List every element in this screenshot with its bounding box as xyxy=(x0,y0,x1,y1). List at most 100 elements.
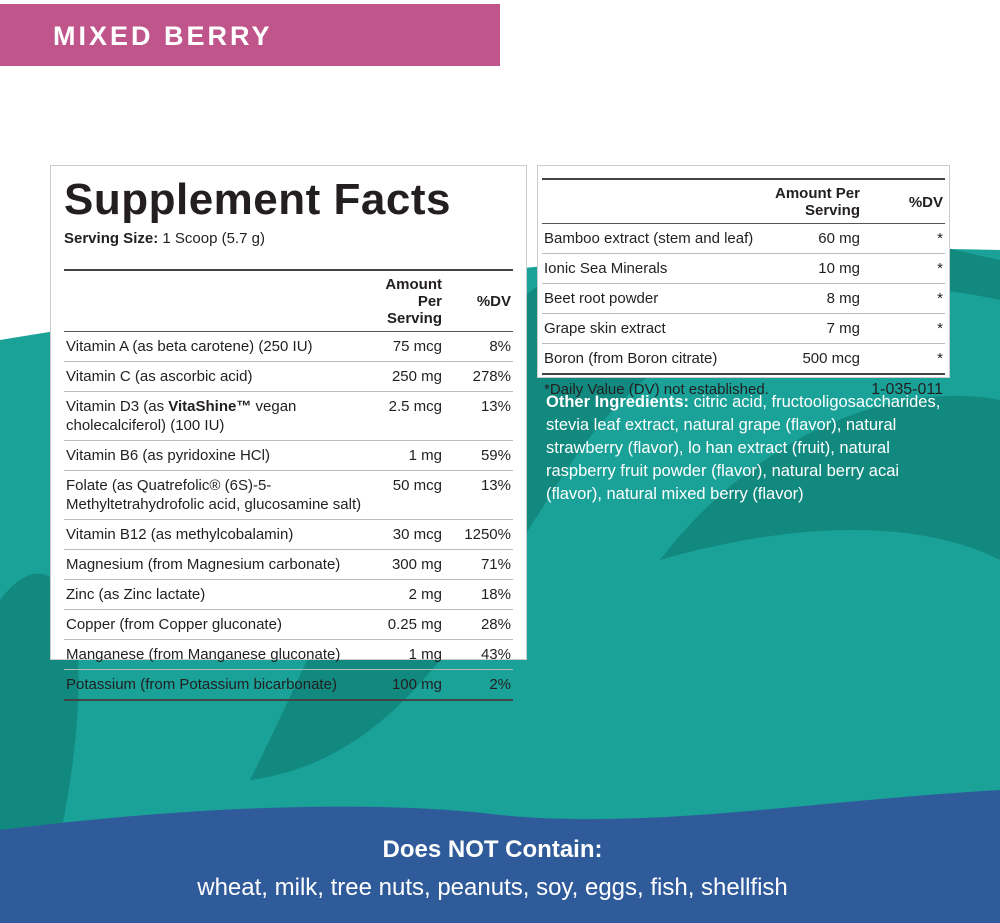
amount: 2.5 mcg xyxy=(369,391,444,441)
table-head: Amount Per Serving %DV xyxy=(542,179,945,224)
daily-value: 18% xyxy=(444,579,513,610)
amount: 300 mg xyxy=(369,549,444,580)
serving-value: 1 Scoop (5.7 g) xyxy=(162,230,265,247)
nutrient-row: Beet root powder 8 mg * xyxy=(542,283,945,314)
nutrient-name: Folate (as Quatrefolic® (6S)-5-Methyltet… xyxy=(64,470,369,520)
daily-value: 43% xyxy=(444,639,513,670)
footnote: *Daily Value (DV) not established. xyxy=(544,381,769,398)
nutrient-name: Boron (from Boron citrate) xyxy=(542,343,772,375)
name-part: Beet root powder xyxy=(544,290,659,307)
daily-value: * xyxy=(862,313,945,344)
nutrient-name: Grape skin extract xyxy=(542,313,772,344)
nutrient-row: Potassium (from Potassium bicarbonate) 10… xyxy=(64,669,513,701)
nutrient-row: Bamboo extract (stem and leaf) 60 mg * xyxy=(542,223,945,254)
nutrient-name: Vitamin D3 (as VitaShine™ vegan cholecal… xyxy=(64,391,369,441)
nutrient-name: Bamboo extract (stem and leaf) xyxy=(542,223,772,254)
serving-label: Serving Size: xyxy=(64,230,159,247)
nutrient-row: Magnesium (from Magnesium carbonate) 300 … xyxy=(64,549,513,580)
daily-value: 71% xyxy=(444,549,513,580)
nutrient-name: Vitamin B6 (as pyridoxine HCl) xyxy=(64,440,369,471)
daily-value: 28% xyxy=(444,609,513,640)
name-part: Vitamin B12 (as methylcobalamin) xyxy=(66,526,294,543)
daily-value: * xyxy=(862,283,945,314)
nutrient-row: Vitamin B12 (as methylcobalamin) 30 mcg 12… xyxy=(64,519,513,550)
nutrient-name: Vitamin A (as beta carotene) (250 IU) xyxy=(64,331,369,362)
header-row: Amount Per Serving %DV xyxy=(542,179,945,224)
nutrient-name: Potassium (from Potassium bicarbonate) xyxy=(64,669,369,701)
name-part: Manganese (from Manganese gluconate) xyxy=(66,646,341,663)
amount: 100 mg xyxy=(369,669,444,701)
flavor-banner: MIXED BERRY xyxy=(0,4,500,66)
name-part: Grape skin extract xyxy=(544,320,666,337)
table-head: Amount Per Serving %DV xyxy=(64,270,513,332)
daily-value: 59% xyxy=(444,440,513,471)
allergen-title: Does NOT Contain: xyxy=(382,836,603,863)
nutrient-row: Boron (from Boron citrate) 500 mcg * xyxy=(542,343,945,375)
nutrient-name: Ionic Sea Minerals xyxy=(542,253,772,284)
amount: 30 mcg xyxy=(369,519,444,550)
amount: 7 mg xyxy=(772,313,862,344)
nutrient-row: Vitamin D3 (as VitaShine™ vegan cholecal… xyxy=(64,391,513,441)
amount: 1 mg xyxy=(369,639,444,670)
footnote-row: *Daily Value (DV) not established. 1-035… xyxy=(542,375,945,405)
nutrient-row: Grape skin extract 7 mg * xyxy=(542,313,945,344)
name-part: Ionic Sea Minerals xyxy=(544,260,668,277)
daily-value: 8% xyxy=(444,331,513,362)
product-code: 1-035-011 xyxy=(871,381,943,398)
amount: 250 mg xyxy=(369,361,444,392)
amount: 75 mcg xyxy=(369,331,444,362)
facts-table: Amount Per Serving %DV Vitamin A (as beta … xyxy=(64,269,513,701)
name-part: Vitamin C (as ascorbic acid) xyxy=(66,368,253,385)
facts-panel: Supplement Facts Serving Size: 1 Scoop (… xyxy=(50,165,527,701)
name-part: Folate (as Quatrefolic® (6S)-5-Methyltet… xyxy=(66,477,362,513)
header-cell xyxy=(64,270,369,332)
amount: 1 mg xyxy=(369,440,444,471)
name-part: Magnesium (from Magnesium carbonate) xyxy=(66,556,341,573)
name-part: Bamboo extract (stem and leaf) xyxy=(544,230,754,247)
nutrient-name: Magnesium (from Magnesium carbonate) xyxy=(64,549,369,580)
facts-table: Amount Per Serving %DV Bamboo extract (ste… xyxy=(542,178,945,375)
amount: 50 mcg xyxy=(369,470,444,520)
amount: 10 mg xyxy=(772,253,862,284)
amount: 2 mg xyxy=(369,579,444,610)
name-part: Vitamin B6 (as pyridoxine HCl) xyxy=(66,447,270,464)
nutrient-name: Manganese (from Manganese gluconate) xyxy=(64,639,369,670)
nutrient-name: Vitamin C (as ascorbic acid) xyxy=(64,361,369,392)
name-part: Potassium (from Potassium bicarbonate) xyxy=(66,676,337,693)
daily-value: 13% xyxy=(444,470,513,520)
other-ingredients: Other Ingredients: citric acid, fructool… xyxy=(546,391,946,506)
daily-value: * xyxy=(862,223,945,254)
daily-value: 278% xyxy=(444,361,513,392)
nutrient-name: Copper (from Copper gluconate) xyxy=(64,609,369,640)
name-part: Vitamin A (as beta carotene) (250 IU) xyxy=(66,338,313,355)
nutrient-row: Zinc (as Zinc lactate) 2 mg 18% xyxy=(64,579,513,610)
daily-value: * xyxy=(862,343,945,375)
daily-value: 13% xyxy=(444,391,513,441)
name-part: Vitamin D3 (as xyxy=(66,398,169,415)
nutrient-name: Zinc (as Zinc lactate) xyxy=(64,579,369,610)
header-row: Amount Per Serving %DV xyxy=(64,270,513,332)
header-amount: Amount Per Serving xyxy=(772,179,862,224)
nutrient-name: Beet root powder xyxy=(542,283,772,314)
header-cell xyxy=(542,179,772,224)
facts-title: Supplement Facts xyxy=(64,175,451,224)
daily-value: * xyxy=(862,253,945,284)
other-label: Other Ingredients: xyxy=(546,393,690,411)
nutrient-row: Manganese (from Manganese gluconate) 1 mg… xyxy=(64,639,513,670)
table-body: Bamboo extract (stem and leaf) 60 mg * Ioni… xyxy=(542,223,945,375)
serving-size: Serving Size: 1 Scoop (5.7 g) xyxy=(64,230,513,247)
allergen-list: wheat, milk, tree nuts, peanuts, soy, eg… xyxy=(197,874,788,901)
header-dv: %DV xyxy=(862,179,945,224)
nutrient-name: Vitamin B12 (as methylcobalamin) xyxy=(64,519,369,550)
name-part: VitaShine™ xyxy=(168,398,252,415)
header-dv: %DV xyxy=(444,270,513,332)
name-part: Boron (from Boron citrate) xyxy=(544,350,718,367)
facts-panel-2: Amount Per Serving %DV Bamboo extract (ste… xyxy=(537,165,950,398)
daily-value: 1250% xyxy=(444,519,513,550)
amount: 60 mg xyxy=(772,223,862,254)
amount: 8 mg xyxy=(772,283,862,314)
amount: 0.25 mg xyxy=(369,609,444,640)
nutrient-row: Vitamin C (as ascorbic acid) 250 mg 278% xyxy=(64,361,513,392)
name-part: Zinc (as Zinc lactate) xyxy=(66,586,206,603)
